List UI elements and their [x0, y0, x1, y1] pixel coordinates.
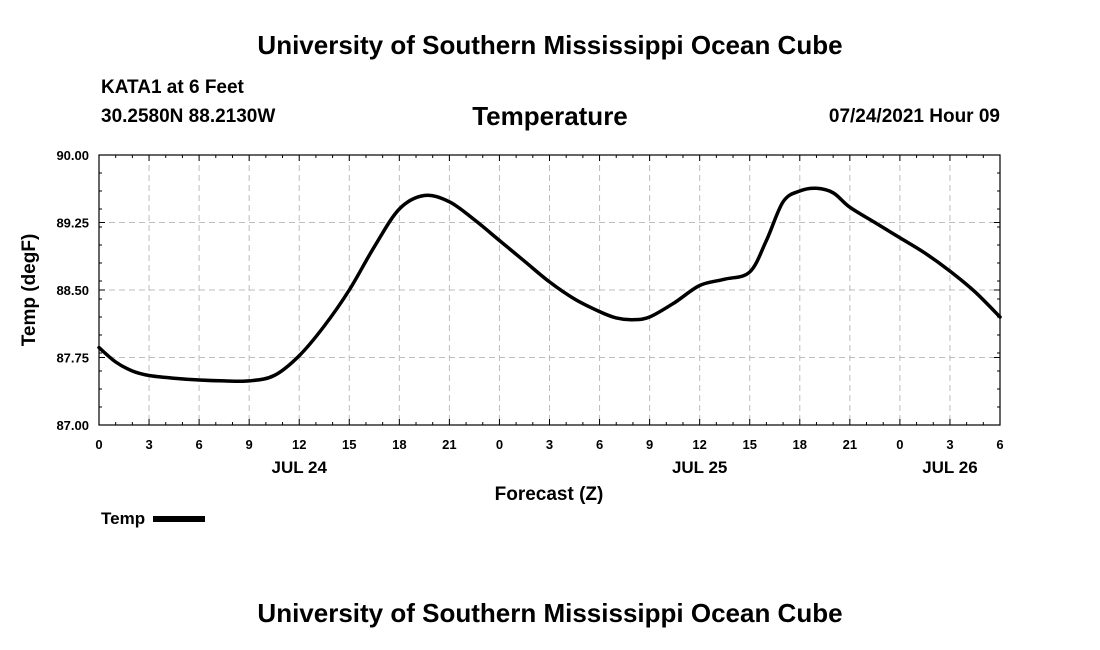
x-tick-label: 18: [793, 437, 807, 452]
coordinates-label: 30.2580N 88.2130W: [101, 106, 276, 127]
footer-title: University of Southern Mississippi Ocean…: [257, 598, 843, 628]
y-tick-label: 88.50: [56, 283, 89, 298]
x-axis-title: Forecast (Z): [495, 484, 604, 505]
x-tick-label: 3: [946, 437, 953, 452]
y-axis-title: Temp (degF): [19, 234, 40, 347]
x-tick-label: 6: [195, 437, 202, 452]
date-label: JUL 25: [672, 458, 727, 477]
station-label: KATA1 at 6 Feet: [101, 77, 244, 98]
x-tick-label: 12: [292, 437, 306, 452]
x-tick-label: 0: [496, 437, 503, 452]
legend-label: Temp: [101, 509, 146, 528]
x-tick-label: 21: [442, 437, 456, 452]
temperature-chart: 0 3 6 9 12 15 18 21 0 3 6 9 12 15 18 21 0 3 6 87.00 87.75 88.…: [19, 148, 1004, 505]
x-tick-label: 3: [546, 437, 553, 452]
y-tick-label: 89.25: [56, 216, 89, 231]
x-tick-label: 15: [742, 437, 756, 452]
x-tick-label: 21: [843, 437, 857, 452]
x-tick-label: 6: [596, 437, 603, 452]
legend: Temp: [101, 509, 206, 529]
legend-swatch: [153, 516, 206, 522]
y-tick-label: 87.75: [56, 351, 89, 366]
chart-title: Temperature: [472, 101, 628, 131]
datetime-label: 07/24/2021 Hour 09: [828, 106, 1000, 127]
plot-frame: [98, 154, 1001, 426]
axis-labels: 0 3 6 9 12 15 18 21 0 3 6 9 12 15 18 21 0 3 6 87.00 87.75 88.…: [56, 148, 1003, 477]
x-tick-label: 12: [692, 437, 706, 452]
y-tick-label: 87.00: [56, 418, 89, 433]
x-tick-label: 0: [896, 437, 903, 452]
x-tick-label: 18: [392, 437, 406, 452]
date-label: JUL 24: [271, 458, 327, 477]
x-tick-label: 9: [246, 437, 253, 452]
x-tick-label: 15: [342, 437, 356, 452]
temp-series-line: [97, 186, 1002, 384]
x-tick-label: 6: [996, 437, 1003, 452]
date-label: JUL 26: [922, 458, 977, 477]
main-title: University of Southern Mississippi Ocean…: [257, 30, 843, 60]
x-tick-label: 0: [95, 437, 102, 452]
x-tick-label: 9: [646, 437, 653, 452]
y-tick-label: 90.00: [56, 148, 89, 163]
x-tick-label: 3: [145, 437, 152, 452]
grid: [99, 155, 1000, 425]
